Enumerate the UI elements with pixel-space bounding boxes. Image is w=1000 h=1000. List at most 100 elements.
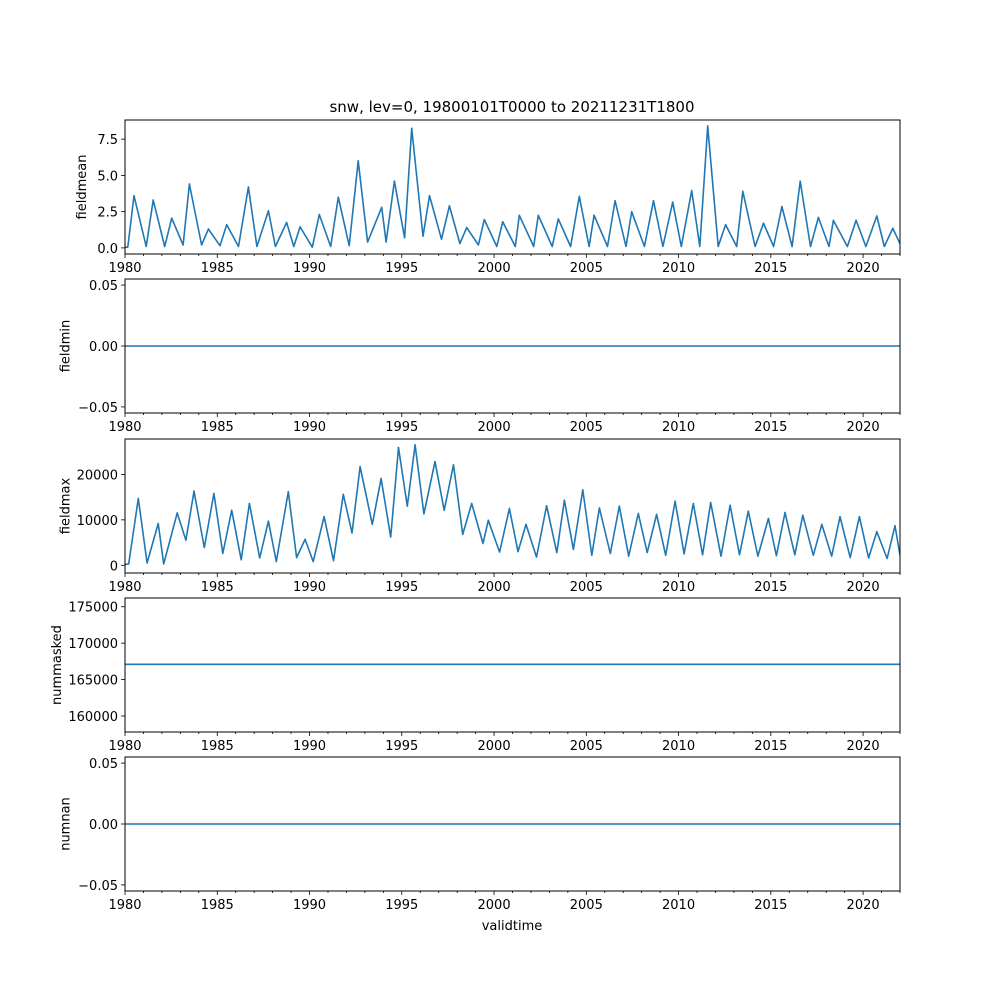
data-point <box>176 512 179 514</box>
x-tick-label: 1985 <box>201 261 234 276</box>
x-tick-label: 1995 <box>385 898 418 913</box>
y-tick-label: 170000 <box>68 637 118 652</box>
data-point <box>397 446 400 449</box>
data-point <box>247 186 250 188</box>
data-point <box>692 502 695 505</box>
x-tick-label: 2000 <box>478 739 511 754</box>
data-point <box>858 515 861 518</box>
data-point <box>894 524 896 527</box>
data-point <box>230 509 233 512</box>
data-point <box>267 520 270 523</box>
x-tick-label: 2020 <box>847 261 880 276</box>
x-tick-label: 2015 <box>754 739 787 754</box>
x-tick-label: 2005 <box>570 261 603 276</box>
data-point <box>137 497 140 500</box>
x-axis-label: validtime <box>482 919 543 934</box>
data-point <box>434 460 436 463</box>
subplot-fieldmin: 1980 1985 1990 1995 2000 2005 2010 2015 2020 −0.0… <box>59 278 901 435</box>
x-tick-label: 2020 <box>847 580 880 595</box>
x-tick-label: 1985 <box>201 739 234 754</box>
data-point <box>741 190 744 193</box>
subplot-nummasked: 1980 1985 1990 1995 2000 2005 2010 2015 2020 1600… <box>50 597 901 754</box>
data-point <box>593 214 595 217</box>
data-point <box>170 217 173 219</box>
data-point <box>832 219 835 222</box>
y-tick-label: 175000 <box>68 601 118 616</box>
data-point <box>267 210 270 212</box>
data-point <box>618 505 621 508</box>
y-tick-label: 20000 <box>77 468 118 483</box>
y-axis-label: fieldmean <box>75 155 90 220</box>
x-tick-label: 1990 <box>293 261 326 276</box>
x-tick-label: 1995 <box>385 420 418 435</box>
data-point <box>690 189 693 192</box>
data-point <box>674 500 676 503</box>
x-tick-label: 1980 <box>108 580 141 595</box>
data-point <box>207 228 210 230</box>
data-point <box>152 199 155 201</box>
y-tick-label: −0.05 <box>78 401 118 416</box>
data-point <box>767 517 770 520</box>
x-tick-label: 2015 <box>754 580 787 595</box>
x-tick-label: 2015 <box>754 261 787 276</box>
data-point <box>875 530 878 533</box>
x-tick-label: 1980 <box>108 420 141 435</box>
x-tick-label: 1995 <box>385 580 418 595</box>
data-point <box>817 216 820 219</box>
x-tick-label: 2010 <box>662 420 695 435</box>
y-tick-label: 0.0 <box>97 242 118 257</box>
data-point <box>483 218 486 221</box>
data-point <box>855 219 857 222</box>
data-point <box>578 195 581 198</box>
data-point <box>729 504 731 507</box>
data-point <box>582 489 584 491</box>
y-axis-label: nummasked <box>50 625 65 705</box>
x-tick-label: 1990 <box>293 420 326 435</box>
series-line-fieldmax <box>125 444 900 566</box>
x-tick-label: 1985 <box>201 898 234 913</box>
data-point <box>393 180 396 182</box>
data-point <box>820 523 823 526</box>
data-point <box>652 199 655 202</box>
data-point <box>518 214 521 217</box>
data-point <box>380 477 382 480</box>
data-point <box>359 465 361 468</box>
x-tick-label: 2020 <box>847 420 880 435</box>
data-point <box>747 510 750 513</box>
data-point <box>614 199 616 202</box>
data-point <box>781 205 783 208</box>
data-point <box>248 502 251 505</box>
data-point <box>193 490 195 493</box>
data-point <box>414 444 416 446</box>
data-point <box>501 221 504 223</box>
y-tick-label: 0.00 <box>89 340 118 355</box>
x-tick-label: 2015 <box>754 898 787 913</box>
data-point <box>133 194 135 197</box>
x-tick-label: 1980 <box>108 739 141 754</box>
x-tick-label: 2005 <box>570 580 603 595</box>
data-point <box>285 221 288 224</box>
data-point <box>525 523 527 526</box>
y-tick-label: 165000 <box>68 674 118 689</box>
data-point <box>188 183 191 185</box>
data-point <box>337 196 340 198</box>
data-point <box>287 490 290 493</box>
x-tick-label: 2005 <box>570 898 603 913</box>
x-tick-label: 2020 <box>847 739 880 754</box>
data-point <box>724 223 727 226</box>
data-point <box>470 502 473 505</box>
data-point <box>801 514 804 517</box>
subplot-numnan: 1980 1985 1990 1995 2000 2005 2010 2015 2020 −0.0… <box>59 756 901 913</box>
data-point <box>428 194 431 197</box>
x-tick-label: 2010 <box>662 580 695 595</box>
data-point <box>839 515 841 518</box>
data-point <box>465 226 468 229</box>
x-tick-label: 1980 <box>108 898 141 913</box>
x-tick-label: 2005 <box>570 420 603 435</box>
x-tick-label: 1985 <box>201 420 234 435</box>
y-axis-label: numnan <box>59 797 74 851</box>
chart-title: snw, lev=0, 19800101T0000 to 20211231T18… <box>329 98 694 116</box>
data-point <box>655 513 658 516</box>
data-point <box>784 511 786 514</box>
x-tick-label: 2005 <box>570 739 603 754</box>
